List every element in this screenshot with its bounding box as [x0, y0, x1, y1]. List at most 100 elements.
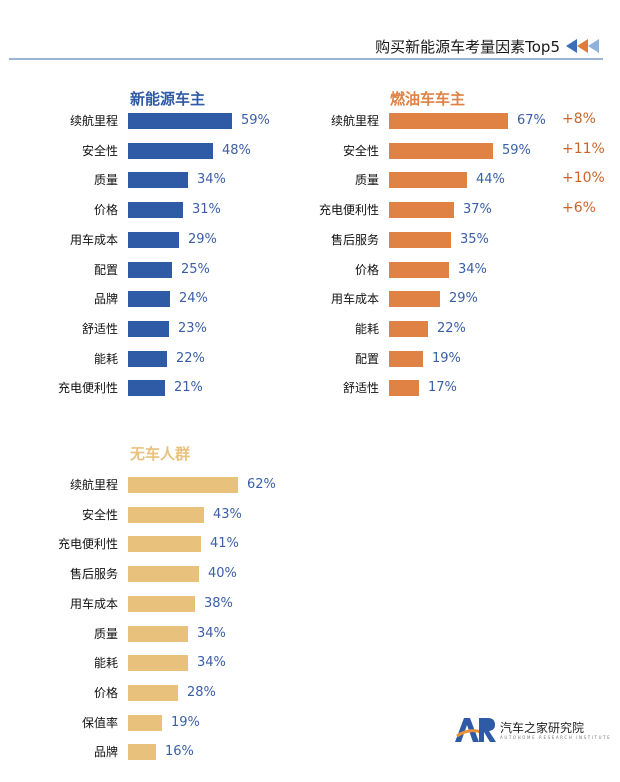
bar-value: 24%	[179, 291, 208, 307]
bar-row: 舒适性 17%	[0, 379, 457, 397]
bar-label: 安全性	[342, 143, 379, 158]
bar-label: 配置	[93, 262, 118, 277]
bar-label: 安全性	[81, 507, 118, 522]
bar-row: 价格 31%	[0, 201, 221, 219]
bar-value: 48%	[222, 142, 251, 158]
bar-label: 续航里程	[69, 114, 118, 128]
bar-row: 用车成本 29%	[0, 290, 478, 308]
diff-annotation: +10%	[562, 170, 605, 187]
bar	[389, 231, 451, 248]
bar-value: 17%	[428, 380, 457, 396]
bar-label: 用车成本	[69, 232, 118, 247]
bar	[128, 142, 213, 159]
bar-label: 质量	[93, 173, 118, 188]
bar-value: 34%	[458, 261, 487, 277]
ar-logo-icon	[455, 718, 496, 742]
bar	[389, 380, 419, 397]
bar-row: 续航里程 59%	[0, 112, 270, 130]
bar-label: 售后服务	[69, 567, 118, 582]
bar-row: 安全性 48%	[0, 142, 251, 160]
bar-value: 31%	[192, 202, 221, 218]
bar-value: 43%	[213, 506, 242, 522]
bar	[389, 291, 440, 308]
bar-row: 配置 19%	[0, 350, 461, 368]
bar-label: 质量	[354, 173, 379, 188]
bar	[389, 350, 423, 367]
bar-row: 质量 34%	[0, 171, 226, 189]
bar-label: 品牌	[93, 292, 118, 307]
bar	[389, 320, 428, 337]
bar-label: 用车成本	[330, 292, 379, 307]
bar	[128, 655, 188, 672]
bar	[128, 595, 195, 612]
bar-row: 能耗 34%	[0, 654, 226, 672]
bar-row: 配置 25%	[0, 261, 210, 279]
bar-value: 22%	[176, 350, 205, 366]
bar-value: 22%	[437, 320, 466, 336]
bar-row: 品牌 16%	[0, 743, 194, 761]
bar-row: 续航里程 62%	[0, 476, 276, 494]
bar-value: 34%	[197, 172, 226, 188]
bar-value: 59%	[502, 142, 531, 158]
bar-label: 舒适性	[342, 381, 379, 396]
chart-title-nocar: 无车人群	[130, 445, 191, 463]
bar-value: 62%	[247, 477, 276, 492]
bar	[128, 536, 201, 553]
bar-row: 价格 28%	[0, 684, 216, 702]
bar-label: 能耗	[93, 656, 118, 671]
bar-label: 价格	[354, 262, 379, 277]
bar	[128, 172, 188, 189]
diff-annotation: +11%	[562, 140, 605, 157]
bar-row: 价格 34%	[0, 261, 487, 279]
bar-row: 用车成本 29%	[0, 231, 217, 249]
bar-row: 充电便利性 21%	[0, 379, 203, 397]
bar	[128, 202, 183, 219]
bar	[128, 380, 165, 397]
bar-row: 保值率 19%	[0, 714, 200, 732]
bar	[128, 684, 178, 701]
bar-row: 能耗 22%	[0, 320, 466, 338]
bar-label: 用车成本	[69, 596, 118, 611]
bar-row: 售后服务 35%	[0, 231, 489, 249]
diff-annotation: +8%	[562, 111, 596, 127]
bar-label: 品牌	[93, 745, 118, 760]
logo-name-en: AUTOHOME RESEARCH INSTITUTE	[500, 735, 612, 740]
bar-label: 续航里程	[330, 114, 379, 128]
bar-value: 19%	[432, 350, 461, 366]
bar-row: 质量 44% +10%	[0, 170, 605, 189]
bar-value: 37%	[463, 202, 492, 218]
bar	[128, 477, 238, 493]
bar	[389, 261, 449, 278]
bar-row: 充电便利性 37% +6%	[0, 200, 596, 219]
bar-row: 续航里程 67% +8%	[0, 111, 596, 130]
bar-value: 19%	[171, 714, 200, 730]
bar	[128, 714, 162, 731]
bar-label: 配置	[354, 351, 379, 366]
bar-label: 售后服务	[330, 232, 379, 247]
bar	[128, 744, 156, 761]
bar-label: 价格	[93, 203, 118, 218]
bar-row: 安全性 59% +11%	[0, 141, 605, 160]
bar-value: 40%	[208, 566, 237, 582]
bar-value: 59%	[241, 113, 270, 128]
bar-label: 充电便利性	[57, 537, 118, 552]
bar-value: 25%	[181, 261, 210, 277]
bar-label: 充电便利性	[57, 381, 118, 396]
bar-row: 用车成本 38%	[0, 595, 233, 613]
bar-value: 16%	[165, 744, 194, 760]
bar	[389, 142, 493, 159]
bar-label: 续航里程	[69, 478, 118, 492]
logo-name-cn: 汽车之家研究院	[500, 721, 585, 735]
bar-value: 28%	[187, 684, 216, 700]
bar	[128, 625, 188, 642]
bar-value: 34%	[197, 655, 226, 671]
autohome-research-logo: 汽车之家研究院 AUTOHOME RESEARCH INSTITUTE	[455, 716, 610, 746]
bar-value: 41%	[210, 536, 239, 552]
bar-row: 安全性 43%	[0, 506, 242, 524]
bar-row: 能耗 22%	[0, 350, 205, 368]
bar-value: 38%	[204, 595, 233, 611]
bar-value: 21%	[174, 380, 203, 396]
bar-label: 保值率	[81, 715, 118, 730]
chart-title-nev: 新能源车主	[130, 90, 206, 108]
bar	[128, 566, 199, 583]
